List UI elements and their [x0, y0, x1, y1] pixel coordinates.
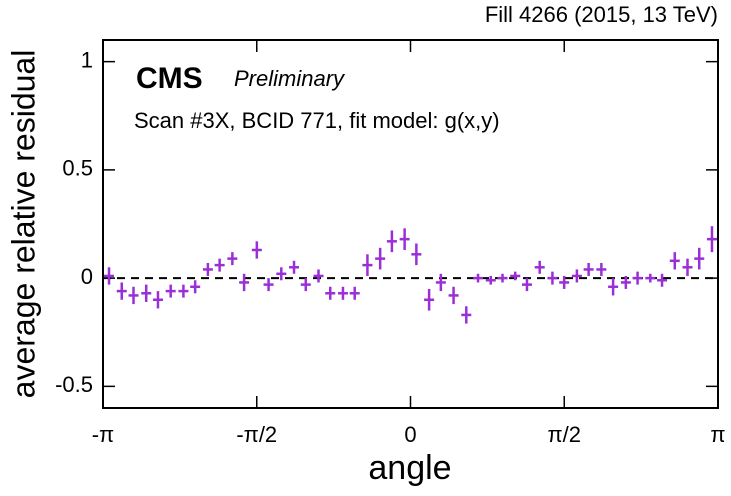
y-axis-title: average relative residual	[5, 50, 41, 399]
status-label: Preliminary	[234, 66, 346, 91]
chart-title: Fill 4266 (2015, 13 TeV)	[485, 2, 718, 27]
y-tick-label: 0.5	[62, 156, 93, 181]
y-tick-label: -0.5	[55, 372, 93, 397]
experiment-label: CMS	[136, 62, 203, 95]
x-tick-label: π/2	[547, 422, 581, 447]
plot-frame	[102, 39, 719, 409]
x-tick-label: -π	[92, 422, 115, 447]
x-tick-label: π	[710, 422, 725, 447]
x-axis-title: angle	[368, 449, 451, 487]
y-tick-label: 0	[81, 264, 93, 289]
x-tick-label: 0	[404, 422, 416, 447]
x-tick-label: -π/2	[236, 422, 277, 447]
y-tick-label: 1	[81, 47, 93, 72]
chart-subtitle: Scan #3X, BCID 771, fit model: g(x,y)	[134, 108, 500, 133]
